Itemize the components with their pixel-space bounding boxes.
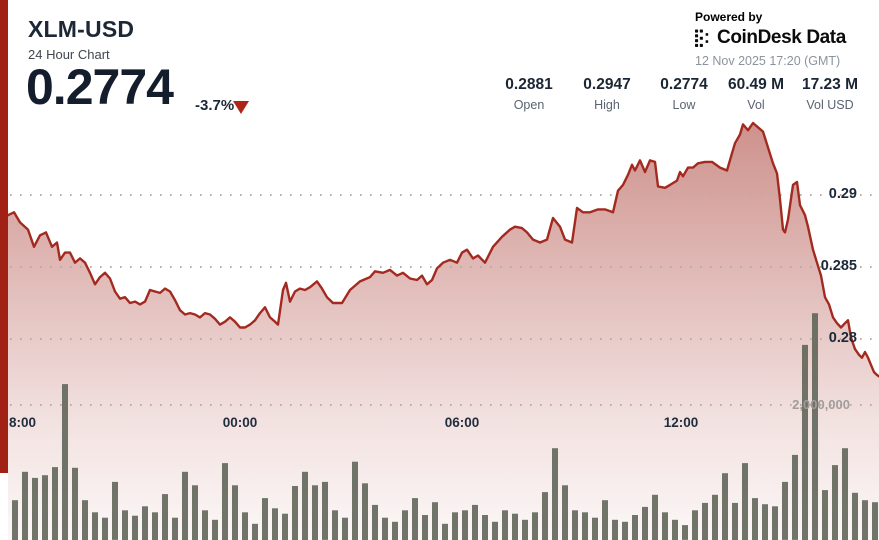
branding-block: Powered by CoinDes: [695, 10, 859, 68]
pair-title: XLM-USD: [28, 16, 135, 42]
stat-open: 0.2881 Open: [505, 76, 552, 112]
price-tick-0_28: 0.28: [828, 330, 857, 346]
volume-tick-2m: 2,000,000: [792, 397, 850, 412]
stat-high: 0.2947 High: [583, 76, 630, 112]
timestamp: 12 Nov 2025 17:20 (GMT): [695, 54, 841, 68]
chart-subtitle: 24 Hour Chart: [28, 47, 110, 62]
price-tick-0_285: 0.285: [820, 258, 857, 274]
stat-volume-usd-label: Vol USD: [806, 98, 854, 112]
price-change: -3.7%: [195, 97, 235, 114]
current-price: 0.2774: [26, 59, 174, 115]
stat-low-label: Low: [672, 98, 696, 112]
time-tick-00: 00:00: [222, 415, 258, 430]
stat-high-label: High: [594, 98, 620, 112]
price-tick-0_29: 0.29: [828, 186, 857, 202]
coindesk-logo-icon: [695, 29, 713, 47]
stat-low-value: 0.2774: [660, 76, 708, 93]
stat-volume-usd-value: 17.23 M: [801, 76, 859, 93]
price-line: [6, 121, 879, 378]
left-accent-bar: [0, 0, 8, 473]
down-arrow-icon: [233, 101, 249, 114]
powered-by-label: Powered by: [695, 10, 763, 24]
stat-open-value: 0.2881: [505, 76, 553, 93]
stat-low: 0.2774 Low: [660, 76, 707, 112]
price-area-fill: [8, 123, 879, 540]
stat-volume-label: Vol: [747, 98, 765, 112]
time-tick-18: 8:00: [9, 415, 37, 430]
stat-volume-value: 60.49 M: [727, 76, 785, 93]
stat-high-value: 0.2947: [583, 76, 631, 93]
coindesk-logo[interactable]: CoinDesk Data: [695, 27, 859, 49]
volume-bars: [12, 313, 878, 540]
stat-volume-usd: 17.23 M Vol USD: [802, 76, 858, 112]
stat-volume: 60.49 M Vol: [728, 76, 784, 112]
coindesk-logo-text: CoinDesk Data: [717, 27, 846, 48]
time-tick-12: 12:00: [663, 415, 699, 430]
stat-open-label: Open: [513, 98, 545, 112]
time-tick-06: 06:00: [444, 415, 480, 430]
